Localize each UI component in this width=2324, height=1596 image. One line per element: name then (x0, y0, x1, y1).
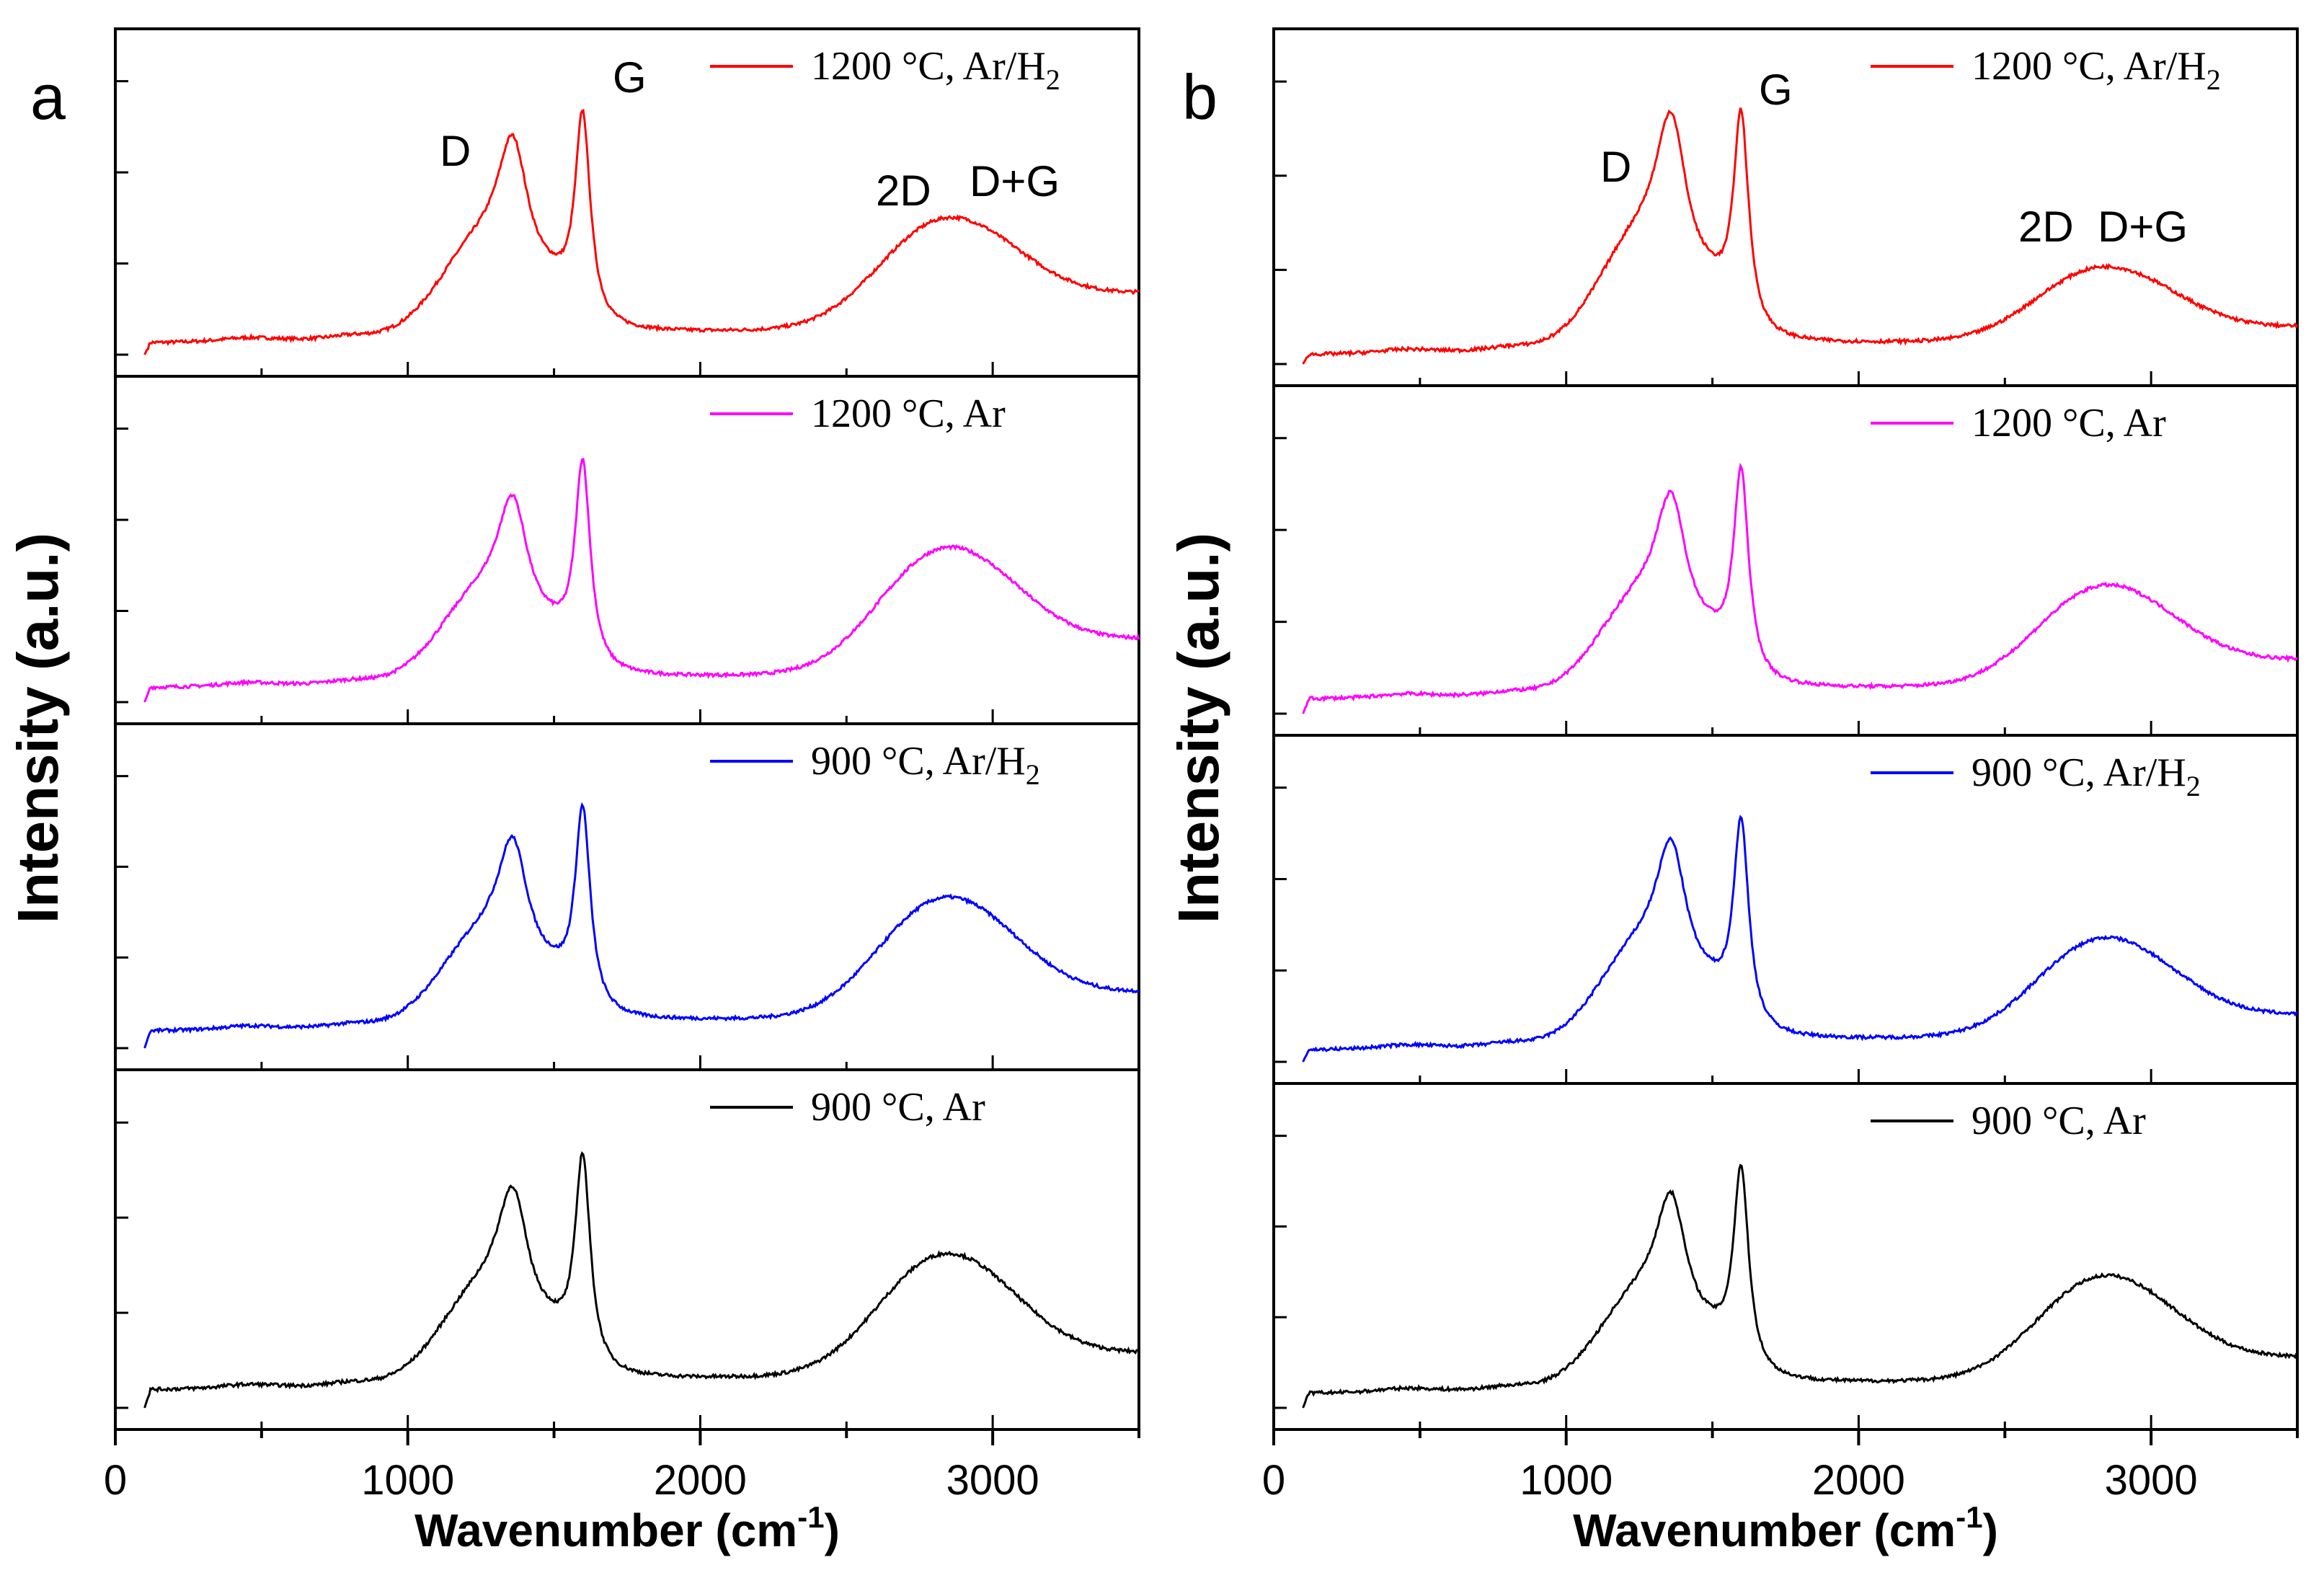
legend-label: 1200 °C, Ar (1972, 401, 2166, 445)
legend-label: 1200 °C, Ar/H2 (811, 44, 1060, 96)
panel-letter: b (1182, 61, 1218, 133)
series-line (1302, 815, 2298, 1063)
legend-label: 1200 °C, Ar/H2 (1972, 44, 2221, 96)
peak-label-d: D (1600, 143, 1631, 191)
subplot-4: 900 °C, Ar (114, 1068, 1140, 1431)
subplot-frame (114, 1068, 1140, 1431)
series-line (143, 108, 1140, 355)
x-tick-label: 2000 (1812, 1457, 1905, 1504)
series-line (1302, 1163, 2298, 1409)
panel-a: a Intensity (a.u.) Wavenumber (cm-1) 0 1000 2… (6, 27, 1140, 1556)
peak-label-d-plus-g: D+G (970, 157, 1060, 205)
x-tick-label: 0 (1262, 1457, 1285, 1504)
y-axis-label: Intensity (a.u.) (6, 533, 70, 923)
series-line (143, 458, 1140, 703)
x-tick-label: 0 (104, 1457, 127, 1504)
peak-label-g: G (1759, 66, 1793, 114)
panel-letter: a (30, 61, 66, 133)
x-tick-label: 1000 (1520, 1457, 1613, 1504)
subplot-3: 900 °C, Ar/H2 (114, 722, 1140, 1071)
peak-label-g: G (613, 53, 647, 102)
peak-label-d: D (440, 127, 471, 175)
x-tick-label: 3000 (2105, 1457, 2198, 1504)
panel-b: b Intensity (a.u.) Wavenumber (cm-1) 0 1000 2… (1166, 27, 2299, 1556)
subplot-2: 1200 °C, Ar (114, 375, 1140, 725)
legend-label: 900 °C, Ar/H2 (1972, 750, 2201, 802)
x-axis-label: Wavenumber (cm-1) (414, 1500, 840, 1556)
legend-label: 900 °C, Ar/H2 (811, 739, 1040, 791)
x-axis-label: Wavenumber (cm-1) (1573, 1500, 1998, 1556)
series-line (143, 1151, 1140, 1409)
legend-label: 900 °C, Ar (811, 1085, 985, 1130)
series-line (143, 802, 1140, 1049)
legend-label: 1200 °C, Ar (811, 391, 1006, 436)
subplot-1: 1200 °C, Ar/H2 (114, 27, 1140, 378)
subplot-frame (1272, 1082, 2299, 1431)
y-axis-label: Intensity (a.u.) (1166, 533, 1230, 923)
subplot-3: 900 °C, Ar/H2 (1272, 734, 2299, 1085)
x-tick-label: 2000 (654, 1457, 747, 1504)
series-line (1302, 107, 2299, 365)
subplot-2: 1200 °C, Ar (1272, 384, 2299, 737)
subplot-4: 900 °C, Ar (1272, 1082, 2299, 1431)
series-line (1302, 462, 2298, 714)
peak-label-2d: 2D (876, 167, 931, 215)
peak-label-d-plus-g: D+G (2098, 203, 2188, 251)
peak-label-2d: 2D (2018, 203, 2074, 251)
subplot-1: 1200 °C, Ar/H2 (1272, 27, 2299, 387)
x-tick-label: 3000 (946, 1457, 1039, 1504)
x-tick-label: 1000 (361, 1457, 454, 1504)
legend-label: 900 °C, Ar (1972, 1099, 2146, 1143)
